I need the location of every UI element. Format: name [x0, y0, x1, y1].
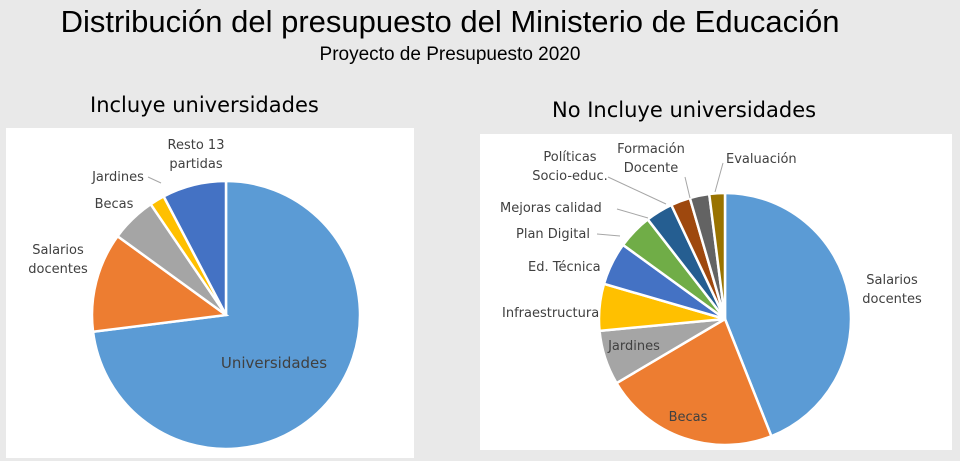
slice-label-evaluacion: Evaluación	[726, 152, 797, 167]
page-subtitle: Proyecto de Presupuesto 2020	[319, 44, 581, 65]
slice-label-resto-13-partidas: Resto 13 partidas	[168, 138, 225, 172]
leader-line-formacion-docente	[684, 176, 691, 199]
slice-label-mejoras-calidad: Mejoras calidad	[500, 201, 602, 216]
slice-label-politicas-socio-educ: Políticas Socio-educ.	[532, 150, 608, 184]
pie-slice-salarios-docentes	[723, 191, 853, 438]
leader-line-politicas-socio-educ	[607, 176, 667, 205]
slice-label-becas: Becas	[669, 410, 708, 425]
slice-label-jardines: Jardines	[607, 339, 660, 354]
leader-line-mejoras-calidad	[616, 208, 649, 219]
slice-label-infraestructura: Infraestructura	[502, 306, 599, 321]
slice-label-ed-tecnica: Ed. Técnica	[528, 260, 601, 275]
slice-label-salarios-docentes: Salarios docentes	[28, 243, 88, 277]
left-pie-chart: Universidades Salarios docentes Becas Jardin…	[28, 138, 362, 451]
slice-label-plan-digital: Plan Digital	[516, 227, 590, 242]
right-chart-title: No Incluye universidades	[552, 98, 817, 122]
page-title: Distribución del presupuesto del Ministe…	[60, 4, 840, 39]
slice-label-salarios-docentes: Salarios docentes	[862, 273, 922, 307]
right-chart-card: Salarios docentes Becas Jardines Infraestruc…	[480, 134, 952, 450]
leader-line-evaluacion	[714, 162, 724, 193]
pie-slice-becas	[614, 317, 774, 447]
leader-line-plan-digital	[596, 233, 621, 237]
pie-slice-salarios-docentes	[90, 234, 230, 334]
slice-label-jardines: Jardines	[91, 170, 144, 185]
slice-label-universidades: Universidades	[221, 354, 327, 372]
pie-slice-evaluacion	[707, 191, 727, 320]
left-chart-card: Universidades Salarios docentes Becas Jardin…	[6, 128, 414, 458]
left-chart-title: Incluye universidades	[90, 93, 319, 117]
leader-line-jardines	[147, 176, 162, 184]
slice-label-becas: Becas	[95, 197, 134, 212]
right-pie-chart: Salarios docentes Becas Jardines Infraestruc…	[500, 142, 922, 447]
slice-label-formacion-docente: Formación Docente	[617, 142, 685, 176]
pie-slice-resto-13-partidas	[161, 179, 228, 316]
